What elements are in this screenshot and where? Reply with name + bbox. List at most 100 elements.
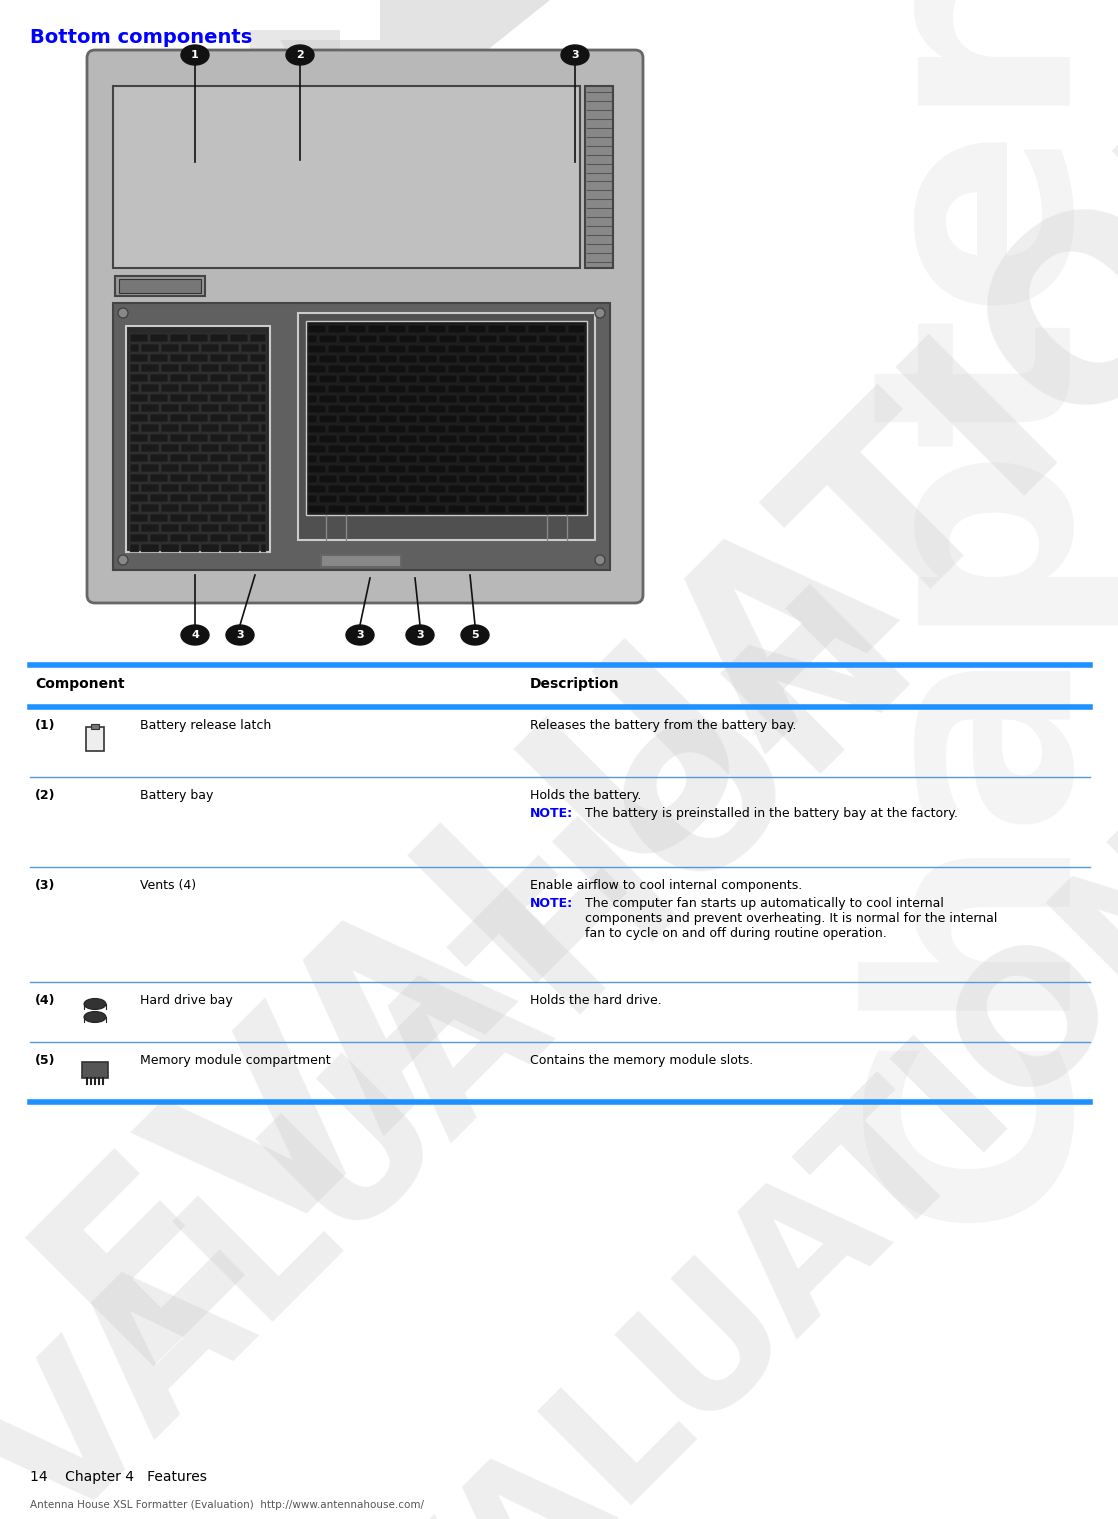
FancyBboxPatch shape — [487, 445, 506, 453]
FancyBboxPatch shape — [439, 355, 457, 363]
FancyBboxPatch shape — [559, 495, 577, 503]
Ellipse shape — [461, 624, 489, 646]
FancyBboxPatch shape — [568, 345, 585, 352]
FancyBboxPatch shape — [260, 485, 266, 492]
FancyBboxPatch shape — [448, 365, 466, 374]
Ellipse shape — [406, 624, 434, 646]
FancyBboxPatch shape — [468, 425, 486, 433]
FancyBboxPatch shape — [359, 495, 377, 503]
FancyBboxPatch shape — [161, 463, 179, 472]
FancyBboxPatch shape — [201, 384, 219, 392]
FancyBboxPatch shape — [499, 395, 517, 403]
FancyBboxPatch shape — [528, 445, 546, 453]
Polygon shape — [250, 30, 340, 131]
FancyBboxPatch shape — [499, 415, 517, 422]
FancyBboxPatch shape — [468, 384, 486, 393]
FancyBboxPatch shape — [113, 87, 580, 267]
FancyBboxPatch shape — [181, 424, 199, 431]
Text: Hard drive bay: Hard drive bay — [140, 993, 233, 1007]
FancyBboxPatch shape — [307, 465, 326, 472]
FancyBboxPatch shape — [130, 343, 139, 352]
FancyBboxPatch shape — [221, 463, 239, 472]
Polygon shape — [280, 0, 550, 120]
FancyBboxPatch shape — [241, 343, 259, 352]
FancyBboxPatch shape — [408, 325, 426, 333]
FancyBboxPatch shape — [170, 354, 188, 362]
Text: (1): (1) — [35, 718, 56, 732]
FancyBboxPatch shape — [468, 504, 486, 513]
FancyBboxPatch shape — [479, 495, 498, 503]
FancyBboxPatch shape — [487, 384, 506, 393]
FancyBboxPatch shape — [359, 475, 377, 483]
FancyBboxPatch shape — [459, 495, 477, 503]
FancyBboxPatch shape — [150, 415, 168, 422]
FancyBboxPatch shape — [379, 395, 397, 403]
Text: Battery bay: Battery bay — [140, 788, 214, 802]
FancyBboxPatch shape — [86, 728, 104, 750]
FancyBboxPatch shape — [539, 495, 557, 503]
FancyBboxPatch shape — [487, 425, 506, 433]
FancyBboxPatch shape — [250, 513, 266, 523]
FancyBboxPatch shape — [539, 456, 557, 463]
FancyBboxPatch shape — [307, 395, 318, 403]
FancyBboxPatch shape — [379, 456, 397, 463]
FancyBboxPatch shape — [585, 87, 613, 267]
Ellipse shape — [345, 624, 375, 646]
FancyBboxPatch shape — [419, 456, 437, 463]
Text: EVALUATION: EVALUATION — [241, 791, 1118, 1519]
FancyBboxPatch shape — [307, 375, 318, 383]
FancyBboxPatch shape — [339, 456, 357, 463]
FancyBboxPatch shape — [319, 415, 337, 422]
FancyBboxPatch shape — [399, 375, 417, 383]
FancyBboxPatch shape — [250, 434, 266, 442]
FancyBboxPatch shape — [210, 354, 228, 362]
Text: NOTE:: NOTE: — [530, 898, 574, 910]
FancyBboxPatch shape — [306, 321, 587, 515]
FancyBboxPatch shape — [201, 524, 219, 532]
FancyBboxPatch shape — [190, 513, 208, 523]
FancyBboxPatch shape — [210, 393, 228, 403]
FancyBboxPatch shape — [170, 494, 188, 501]
FancyBboxPatch shape — [328, 465, 345, 472]
FancyBboxPatch shape — [528, 465, 546, 472]
FancyBboxPatch shape — [348, 485, 366, 494]
FancyBboxPatch shape — [161, 524, 179, 532]
FancyBboxPatch shape — [339, 434, 357, 444]
FancyBboxPatch shape — [499, 475, 517, 483]
FancyBboxPatch shape — [528, 384, 546, 393]
Text: Enable airflow to cool internal components.: Enable airflow to cool internal componen… — [530, 880, 803, 892]
FancyBboxPatch shape — [201, 365, 219, 372]
FancyBboxPatch shape — [181, 444, 199, 453]
FancyBboxPatch shape — [448, 485, 466, 494]
FancyBboxPatch shape — [419, 375, 437, 383]
FancyBboxPatch shape — [399, 495, 417, 503]
FancyBboxPatch shape — [348, 504, 366, 513]
FancyBboxPatch shape — [568, 504, 585, 513]
FancyBboxPatch shape — [141, 524, 159, 532]
FancyBboxPatch shape — [459, 355, 477, 363]
FancyBboxPatch shape — [201, 463, 219, 472]
FancyBboxPatch shape — [260, 343, 266, 352]
FancyBboxPatch shape — [150, 434, 168, 442]
FancyBboxPatch shape — [260, 463, 266, 472]
FancyBboxPatch shape — [388, 425, 406, 433]
FancyBboxPatch shape — [307, 384, 326, 393]
FancyBboxPatch shape — [190, 454, 208, 462]
FancyBboxPatch shape — [487, 325, 506, 333]
FancyBboxPatch shape — [328, 365, 345, 374]
FancyBboxPatch shape — [260, 444, 266, 453]
FancyBboxPatch shape — [260, 384, 266, 392]
FancyBboxPatch shape — [539, 434, 557, 444]
FancyBboxPatch shape — [170, 454, 188, 462]
Ellipse shape — [119, 554, 127, 565]
FancyBboxPatch shape — [130, 424, 139, 431]
FancyBboxPatch shape — [141, 463, 159, 472]
FancyBboxPatch shape — [448, 425, 466, 433]
FancyBboxPatch shape — [130, 365, 139, 372]
FancyBboxPatch shape — [487, 365, 506, 374]
FancyBboxPatch shape — [221, 424, 239, 431]
FancyBboxPatch shape — [359, 456, 377, 463]
FancyBboxPatch shape — [307, 456, 318, 463]
FancyBboxPatch shape — [150, 374, 168, 381]
FancyBboxPatch shape — [328, 325, 345, 333]
